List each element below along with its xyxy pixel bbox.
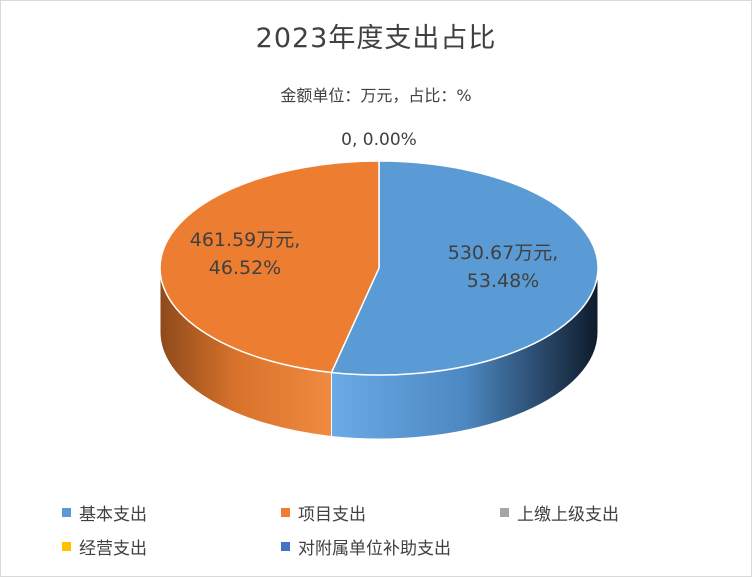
data-label-line: 46.52% xyxy=(209,257,281,279)
legend-swatch xyxy=(62,508,71,517)
legend-swatch xyxy=(500,508,509,517)
data-label: 461.59万元, 46.52% xyxy=(190,229,301,279)
slice-project-top xyxy=(159,160,380,374)
legend-swatch xyxy=(281,542,290,551)
slice-basic-top xyxy=(330,160,599,376)
data-label: 530.67万元, 53.48% xyxy=(448,242,559,292)
data-label-line: 461.59万元, xyxy=(190,229,301,251)
data-label-line: 530.67万元, xyxy=(448,242,559,264)
legend-item-project: 项目支出 xyxy=(281,500,366,525)
chart-subtitle: 金额单位：万元，占比：% xyxy=(280,86,472,105)
legend-label: 对附属单位补助支出 xyxy=(298,539,451,559)
legend-item-subsidiary: 对附属单位补助支出 xyxy=(281,534,451,559)
legend-label: 上缴上级支出 xyxy=(517,505,619,525)
chart-title: 2023年度支出占比 xyxy=(255,23,497,54)
legend-swatch xyxy=(62,542,71,551)
data-label: 0, 0.00% xyxy=(341,130,417,150)
legend-swatch xyxy=(281,508,290,517)
legend-label: 项目支出 xyxy=(298,505,366,525)
legend-item-operating: 经营支出 xyxy=(62,534,147,559)
legend-item-basic: 基本支出 xyxy=(62,500,147,525)
data-label-line: 53.48% xyxy=(467,270,539,292)
legend-label: 基本支出 xyxy=(79,505,147,525)
legend-label: 经营支出 xyxy=(79,539,147,559)
data-label-line: 0, 0.00% xyxy=(341,130,417,150)
legend-item-superior: 上缴上级支出 xyxy=(500,500,619,525)
